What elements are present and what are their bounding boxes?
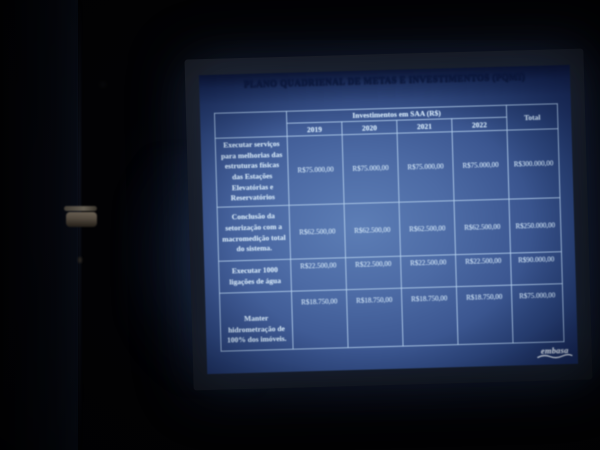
slide-vignette xyxy=(198,64,579,375)
door-handle-mount xyxy=(64,206,97,211)
dust-speck xyxy=(100,82,106,87)
presentation-slide: PLANO QUADRIENAL DE METAS E INVESTIMENTO… xyxy=(198,64,579,375)
door-handle xyxy=(66,212,97,227)
door-keyhole xyxy=(78,257,82,263)
